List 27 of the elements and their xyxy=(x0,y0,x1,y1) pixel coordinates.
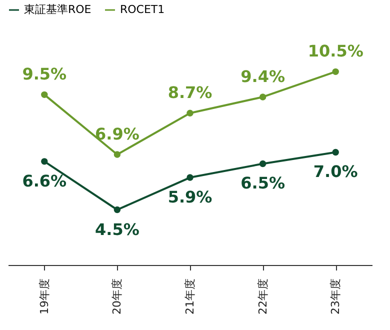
point xyxy=(41,158,48,165)
point xyxy=(332,148,339,156)
data-label: 6.5% xyxy=(240,174,285,193)
legend-label: 東証基準ROE xyxy=(24,3,92,16)
data-label: 6.9% xyxy=(95,124,140,144)
x-tick-label: 20年度 xyxy=(110,278,124,314)
point xyxy=(259,160,266,168)
point xyxy=(114,151,121,158)
data-label: 9.4% xyxy=(240,66,285,86)
data-label: 7.0% xyxy=(313,162,358,182)
data-label: 10.5% xyxy=(308,42,364,61)
data-label: 4.5% xyxy=(95,220,140,239)
x-tick-label: 21年度 xyxy=(184,278,196,314)
point xyxy=(41,91,48,98)
data-label: 6.6% xyxy=(22,171,67,190)
point xyxy=(259,94,266,100)
data-label: 5.9% xyxy=(168,188,212,207)
point xyxy=(186,174,194,181)
point xyxy=(332,68,339,76)
data-label: 8.7% xyxy=(168,83,212,102)
legend-label: ROCET1 xyxy=(120,3,165,16)
x-tick-label: 22年度 xyxy=(256,278,270,314)
data-label: 9.5% xyxy=(22,64,67,84)
x-tick-label: 23年度 xyxy=(329,278,342,314)
point xyxy=(186,110,194,116)
x-tick-label: 19年度 xyxy=(38,278,51,314)
point xyxy=(114,206,121,214)
